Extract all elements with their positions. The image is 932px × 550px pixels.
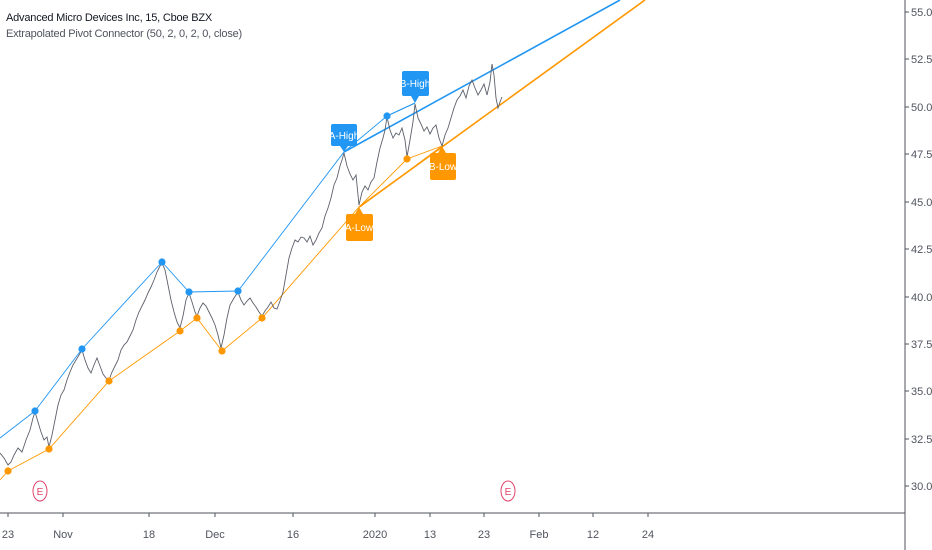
a-low-marker[interactable]: A-Low	[345, 207, 374, 241]
time-tick: 16	[287, 513, 299, 541]
b-high-marker[interactable]: B-High	[400, 71, 431, 103]
svg-text:2020: 2020	[363, 529, 387, 541]
svg-text:18: 18	[143, 529, 155, 541]
pivot-high-dot	[78, 345, 86, 353]
time-tick: 13	[424, 513, 436, 541]
svg-text:32.50: 32.50	[911, 434, 932, 446]
price-tick: 42.50	[905, 244, 932, 256]
pivot-low-dot	[218, 347, 226, 355]
pivot-low-dot	[45, 445, 53, 453]
svg-text:35.00: 35.00	[911, 386, 932, 398]
svg-text:23: 23	[478, 529, 490, 541]
svg-text:47.50: 47.50	[911, 149, 932, 161]
time-tick: 12	[587, 513, 599, 541]
earnings-marker[interactable]: E	[500, 480, 516, 502]
svg-text:E: E	[505, 487, 512, 498]
svg-text:13: 13	[424, 529, 436, 541]
svg-text:B-Low: B-Low	[429, 162, 458, 173]
price-tick: 32.50	[905, 434, 932, 446]
svg-text:A-Low: A-Low	[345, 223, 374, 234]
pivot-high-dot	[185, 288, 193, 296]
high-connector-entry	[0, 410, 36, 439]
price-tick: 55.00	[905, 7, 932, 19]
price-tick: 40.00	[905, 292, 932, 304]
price-axis[interactable]: 55.00 52.50 50.00 47.50 45.00 42.50 40.0…	[905, 7, 932, 493]
svg-text:50.00: 50.00	[911, 102, 932, 114]
price-tick: 45.00	[905, 197, 932, 209]
time-tick: 24	[642, 513, 654, 541]
pivot-high-dot	[158, 258, 166, 266]
pivot-low-dot	[193, 314, 201, 322]
time-tick: Feb	[530, 513, 549, 541]
time-tick: Nov	[53, 513, 73, 541]
price-tick: 35.00	[905, 386, 932, 398]
study-title[interactable]: Extrapolated Pivot Connector (50, 2, 0, …	[6, 28, 243, 40]
svg-text:12: 12	[587, 529, 599, 541]
svg-text:Feb: Feb	[530, 529, 549, 541]
symbol-title[interactable]: Advanced Micro Devices Inc, 15, Cboe BZX	[6, 12, 212, 24]
svg-text:16: 16	[287, 529, 299, 541]
time-tick: 2020	[363, 513, 387, 541]
svg-text:23: 23	[2, 529, 14, 541]
svg-text:Dec: Dec	[205, 529, 225, 541]
svg-text:E: E	[37, 487, 44, 498]
price-tick: 30.00	[905, 481, 932, 493]
svg-text:A-High: A-High	[329, 131, 360, 142]
pivot-high-dots	[31, 112, 391, 415]
svg-text:52.50: 52.50	[911, 54, 932, 66]
price-tick: 50.00	[905, 102, 932, 114]
pivot-high-connector[interactable]	[34, 102, 416, 412]
svg-text:42.50: 42.50	[911, 244, 932, 256]
pivot-high-dot	[31, 407, 39, 415]
svg-text:B-High: B-High	[400, 79, 431, 90]
pivot-low-connector[interactable]	[7, 145, 443, 472]
svg-text:40.00: 40.00	[911, 292, 932, 304]
b-low-marker[interactable]: B-Low	[429, 146, 458, 180]
pivot-low-dots	[4, 155, 411, 475]
svg-text:Nov: Nov	[53, 529, 73, 541]
pivot-low-dot	[403, 155, 411, 163]
time-tick: 23	[478, 513, 490, 541]
price-tick: 52.50	[905, 54, 932, 66]
pivot-low-dot	[258, 314, 266, 322]
svg-text:45.00: 45.00	[911, 197, 932, 209]
pivot-high-dot	[234, 287, 242, 295]
time-tick: Dec	[205, 513, 225, 541]
time-tick: 18	[143, 513, 155, 541]
earnings-marker[interactable]: E	[32, 480, 48, 502]
low-extrapolation-secondary	[359, 145, 443, 208]
svg-text:24: 24	[642, 529, 654, 541]
pivot-low-dot	[176, 327, 184, 335]
pivot-low-dot	[4, 467, 12, 475]
svg-text:55.00: 55.00	[911, 7, 932, 19]
pivot-high-dot	[383, 112, 391, 120]
chart-legend: Advanced Micro Devices Inc, 15, Cboe BZX…	[6, 10, 242, 42]
svg-text:30.00: 30.00	[911, 481, 932, 493]
price-tick: 47.50	[905, 149, 932, 161]
pivot-low-dot	[105, 377, 113, 385]
svg-text:37.50: 37.50	[911, 339, 932, 351]
price-tick: 37.50	[905, 339, 932, 351]
price-series[interactable]	[0, 63, 503, 466]
a-high-marker[interactable]: A-High	[329, 124, 360, 152]
time-tick: 23	[2, 513, 14, 541]
high-extrapolation-line[interactable]	[343, 0, 621, 153]
time-axis[interactable]: 23 Nov 18 Dec 16 2020 13 23 Feb 12 24	[2, 513, 654, 541]
